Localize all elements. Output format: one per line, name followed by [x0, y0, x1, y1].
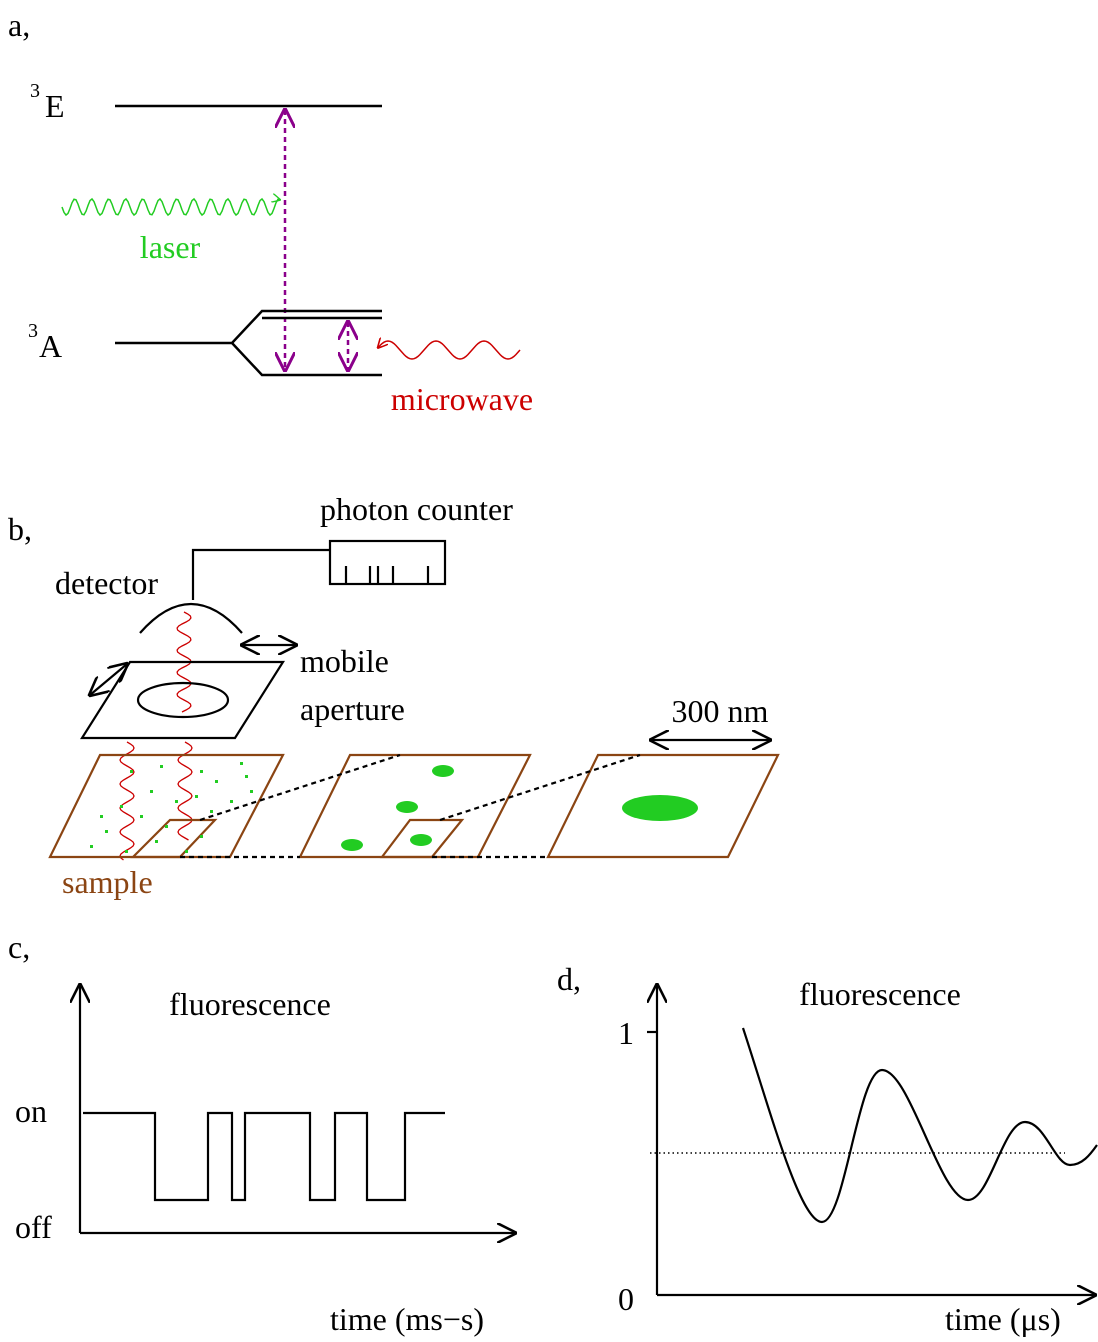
molecule: [240, 762, 243, 765]
molecule: [245, 775, 248, 778]
molecule: [215, 780, 218, 783]
molecule: [155, 840, 158, 843]
molecule: [150, 790, 153, 793]
molecule: [396, 801, 418, 813]
fluorescence-wave: [120, 742, 134, 860]
zoom-region: [133, 820, 215, 857]
detector-label: detector: [55, 565, 158, 601]
panel-c: c, fluorescence on off time (ms−s): [8, 929, 515, 1337]
panel-d: d, 1 0 fluorescence time (μs): [557, 961, 1097, 1337]
move-arrow: [90, 664, 127, 695]
molecule: [250, 790, 253, 793]
wire: [193, 550, 330, 600]
state-label: on: [15, 1093, 47, 1129]
molecule: [130, 770, 133, 773]
molecule: [622, 795, 698, 821]
plot-title: fluorescence: [169, 986, 331, 1022]
figure: a, 3E laser 3A microwave b, photon count…: [0, 0, 1098, 1342]
molecule: [200, 835, 203, 838]
panel-label: d,: [557, 961, 581, 997]
molecule: [210, 810, 213, 813]
molecule: [120, 805, 123, 808]
molecule: [125, 850, 128, 853]
y-tick-label: 0: [618, 1281, 634, 1317]
state-label: off: [15, 1209, 52, 1245]
molecules: [90, 762, 253, 853]
laser-wave: [62, 199, 280, 215]
blinking-trace: [83, 1113, 445, 1200]
fluorescence-wave: [178, 742, 192, 840]
molecule: [90, 845, 93, 848]
aperture-label: mobile: [300, 643, 389, 679]
panel-b: b, photon counter detector mobile apertu…: [8, 491, 778, 900]
plot-title: fluorescence: [799, 976, 961, 1012]
molecule: [410, 834, 432, 846]
aperture-plane: [82, 662, 283, 738]
molecule: [105, 830, 108, 833]
molecule: [165, 825, 168, 828]
molecule: [185, 850, 188, 853]
panel-label: b,: [8, 511, 32, 547]
y-tick-label: 1: [618, 1015, 634, 1051]
molecule: [200, 770, 203, 773]
sample-label: sample: [62, 864, 153, 900]
counter-label: photon counter: [320, 491, 513, 527]
split-levels: [115, 311, 382, 375]
counter-ticks: [346, 566, 428, 583]
panel-label: a,: [8, 7, 30, 43]
molecule: [160, 765, 163, 768]
molecule: [195, 795, 198, 798]
panel-label: c,: [8, 929, 30, 965]
x-axis-label: time (ms−s): [330, 1301, 484, 1337]
scale-label: 300 nm: [672, 693, 769, 729]
molecule: [140, 815, 143, 818]
molecule: [432, 765, 454, 777]
microwave-label: microwave: [391, 381, 533, 417]
x-axis-label: time (μs): [945, 1301, 1061, 1337]
state-label: 3A: [28, 320, 62, 364]
laser-label: laser: [140, 229, 201, 265]
microwave-wave: [378, 341, 520, 359]
molecule: [175, 800, 178, 803]
sample-plane: [50, 755, 283, 857]
molecule: [100, 815, 103, 818]
molecule: [341, 839, 363, 851]
molecule: [230, 800, 233, 803]
aperture-label: aperture: [300, 691, 405, 727]
rabi-oscillation: [743, 1028, 1097, 1222]
